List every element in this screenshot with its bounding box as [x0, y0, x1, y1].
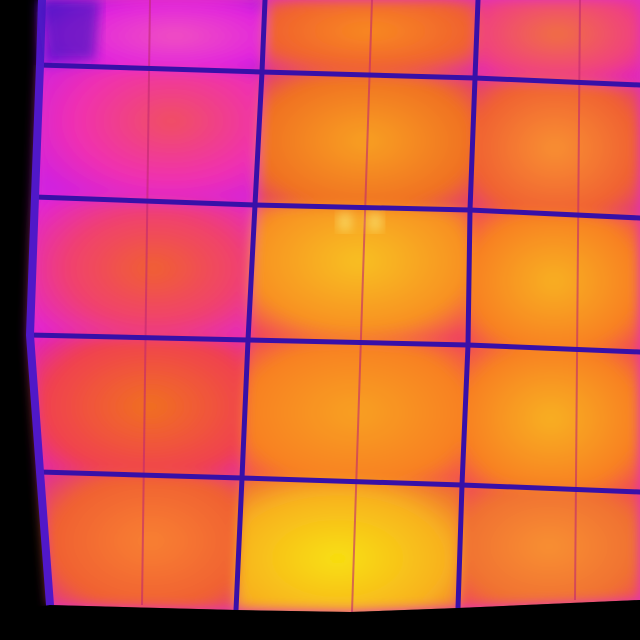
- hot-spot: [369, 212, 381, 232]
- hot-spots: [339, 212, 381, 232]
- cell: [40, 472, 242, 610]
- cell: [242, 340, 468, 485]
- cell: [30, 197, 255, 340]
- bottom-border: [0, 600, 640, 640]
- cell: [462, 345, 640, 492]
- frame-lines: [25, 0, 640, 613]
- frame-line: [25, 0, 54, 609]
- seam: [141, 0, 151, 606]
- cell-seams: [141, 0, 581, 613]
- cells: [30, 0, 640, 612]
- frame-line: [37, 62, 640, 88]
- cell: [236, 478, 462, 612]
- cell: [468, 210, 640, 352]
- seam: [351, 0, 373, 613]
- cell: [470, 78, 640, 218]
- frame-line: [32, 194, 640, 221]
- cell: [458, 485, 640, 608]
- seam: [574, 0, 581, 601]
- cell: [475, 0, 640, 85]
- cell: [255, 72, 475, 210]
- frame-line: [27, 332, 640, 355]
- frame-line: [37, 469, 640, 495]
- frame-line: [455, 0, 481, 611]
- hot-spot: [339, 212, 351, 232]
- cold-spot: [40, 0, 100, 60]
- cell: [248, 205, 470, 345]
- cell: [30, 335, 248, 478]
- frame-line: [233, 0, 268, 613]
